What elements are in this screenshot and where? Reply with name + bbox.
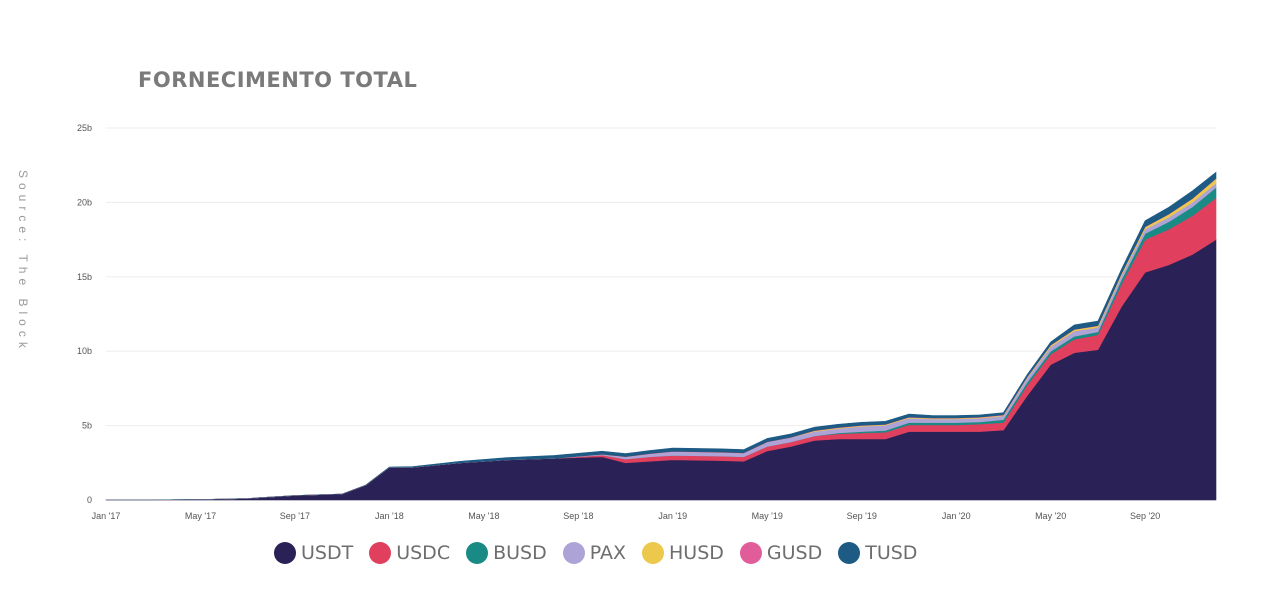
x-tick-label: Sep '20: [1130, 511, 1160, 521]
legend-item-usdt: USDT: [274, 542, 353, 564]
y-tick-label: 25b: [77, 123, 92, 133]
legend-swatch: [369, 542, 392, 564]
x-tick-label: May '19: [752, 511, 783, 521]
legend-swatch: [562, 542, 585, 564]
source-note: Source: The Block: [16, 170, 30, 353]
legend-item-gusd: GUSD: [739, 542, 823, 564]
legend-swatch: [838, 542, 861, 564]
y-tick-label: 15b: [77, 272, 92, 282]
axes: 0 5b 10b 15b 20b 25b Jan '17 May '17 Sep '17 Jan …: [77, 123, 1160, 521]
legend-item-tusd: TUSD: [838, 542, 917, 564]
x-tick-label: May '18: [468, 511, 499, 521]
legend-swatch: [642, 542, 664, 564]
legend: USDT USDC BUSD PAX HUSD GUSD TUSD: [274, 542, 933, 564]
chart-title: FORNECIMENTO TOTAL: [138, 68, 418, 92]
legend-label: BUSD: [493, 542, 547, 564]
legend-item-husd: HUSD: [642, 542, 724, 564]
legend-swatch: [466, 542, 489, 564]
x-tick-label: Sep '19: [847, 511, 877, 521]
legend-label: HUSD: [669, 542, 724, 564]
y-tick-label: 5b: [82, 421, 92, 431]
x-tick-label: May '20: [1035, 511, 1066, 521]
x-tick-label: Sep '18: [563, 511, 593, 521]
x-tick-label: May '17: [185, 511, 216, 521]
x-tick-label: Jan '20: [942, 511, 971, 521]
series-areas: [105, 171, 1217, 501]
legend-item-pax: PAX: [562, 542, 626, 564]
legend-item-busd: BUSD: [466, 542, 547, 564]
legend-label: USDC: [396, 542, 451, 564]
x-tick-label: Jan '19: [658, 511, 687, 521]
y-tick-label: 20b: [77, 197, 92, 207]
legend-item-usdc: USDC: [369, 542, 450, 564]
legend-label: USDT: [301, 542, 354, 564]
legend-label: TUSD: [865, 542, 918, 564]
legend-swatch: [739, 542, 762, 564]
x-tick-label: Jan '18: [375, 511, 404, 521]
x-tick-label: Jan '17: [92, 511, 121, 521]
y-tick-label: 10b: [77, 346, 92, 356]
legend-label: PAX: [589, 542, 626, 564]
legend-label: GUSD: [766, 542, 823, 564]
area-tusd: [106, 171, 1217, 501]
area-usdt: [105, 239, 1217, 501]
legend-swatch: [274, 542, 296, 564]
y-tick-label: 0: [87, 495, 92, 505]
x-tick-label: Sep '17: [280, 511, 310, 521]
